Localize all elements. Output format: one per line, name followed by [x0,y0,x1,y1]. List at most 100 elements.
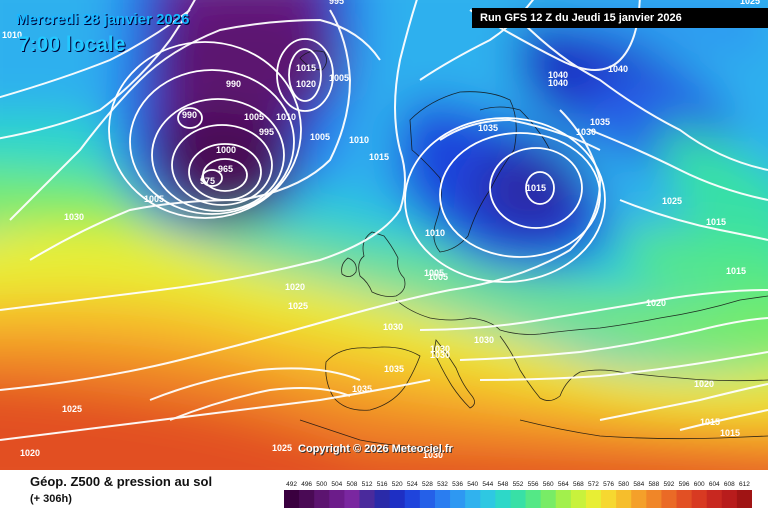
isobar-label: 995 [329,0,344,6]
scale-swatch [736,490,752,508]
scale-swatch [510,490,527,508]
isobar-label: 990 [226,79,241,89]
isobar-label: 1040 [608,64,628,74]
scale-tick-label: 556 [528,481,539,488]
isobar-label: 990 [182,110,197,120]
scale-swatch [646,490,662,508]
scale-tick-label: 516 [377,481,388,488]
scale-swatch [706,490,723,508]
scale-tick-label: 572 [588,481,599,488]
scale-tick-label: 612 [739,481,750,488]
scale-swatch [329,490,345,508]
isobar-label: 1030 [64,212,84,222]
isobar-label: 1020 [20,448,40,458]
scale-tick-label: 588 [648,481,659,488]
scale-tick-label: 564 [558,481,569,488]
valid-date-label: Mercredi 28 janvier 2026 [16,11,190,28]
scale-swatch [359,490,376,508]
geopotential-field [0,0,768,470]
low-pressure-center [108,38,606,283]
scale-tick-label: 580 [618,481,629,488]
isobar-label: 1035 [384,364,404,374]
scale-tick-label: 508 [347,481,358,488]
scale-swatch [601,490,617,508]
geopotential-color-scale: 492 496 500 504 508 512 516 520 524 528 532 536 540 5… [284,481,752,508]
legend-title: Géop. Z500 & pression au sol [30,474,213,489]
isobar-label: 1015 [369,152,389,162]
scale-tick-label: 608 [724,481,735,488]
scale-tick-label: 584 [633,481,644,488]
scale-tick-label: 512 [362,481,373,488]
isobar-label: 1025 [740,0,760,6]
scale-tick-label: 600 [694,481,705,488]
scale-tick-label: 532 [437,481,448,488]
isobar-label: 1005 [329,73,349,83]
low-center-label: 975 [200,176,215,186]
isobar-label: 1000 [216,145,236,155]
isobar-labels: 1010 1005 995 990 1015 1020 1005 1010 10… [2,0,760,460]
isobar-label: 1020 [694,379,714,389]
scale-swatch [631,490,647,508]
scale-swatch [299,490,315,508]
scale-tick-label: 552 [513,481,524,488]
scale-tick-label: 500 [316,481,327,488]
scale-tick-label: 520 [392,481,403,488]
isobar-label: 1015 [296,63,316,73]
isobar-label: 1015 [726,266,746,276]
scale-tick-label: 504 [331,481,342,488]
isobar-label: 1010 [425,228,445,238]
isobar-label: 1040 [548,70,568,80]
scale-tick-label: 496 [301,481,312,488]
scale-swatch [570,490,587,508]
scale-swatch [344,490,360,508]
scale-swatch [661,490,678,508]
isobar-label: 1030 [576,127,596,137]
scale-swatch [480,490,496,508]
isobar-label: 1005 [310,132,330,142]
isobar-label: 1030 [383,322,403,332]
scale-swatch [450,490,466,508]
scale-swatch [314,490,330,508]
isobar-label: 1005 [144,194,164,204]
scale-swatch [284,490,300,508]
isobar-label: 1005 [424,268,444,278]
scale-swatch [389,490,406,508]
scale-swatch [540,490,557,508]
isobar-label: 1030 [474,335,494,345]
isobar-label: 1025 [288,301,308,311]
isobar-label: 1020 [646,298,666,308]
isobar-label: 1020 [285,282,305,292]
scale-swatch [676,490,693,508]
isobar-label: 1010 [349,135,369,145]
landmasses [299,50,768,447]
scale-tick-label: 540 [467,481,478,488]
scale-tick-label: 592 [664,481,675,488]
isobar-label: 1030 [423,450,443,460]
scale-swatch [434,490,451,508]
isobar-label: 1035 [478,123,498,133]
isobar-label: 1010 [2,30,22,40]
scale-swatch [374,490,391,508]
isobar-label: 1015 [700,417,720,427]
scale-swatch [585,490,602,508]
isobar-label: 1025 [662,196,682,206]
isobar-label: 1035 [590,117,610,127]
isobar-label: 1040 [548,78,568,88]
scale-tick-label: 596 [679,481,690,488]
scale-swatch [525,490,542,508]
low-center-label: 1015 [526,183,546,193]
scale-swatch [465,490,481,508]
scale-tick-label: 536 [452,481,463,488]
scale-tick-label: 524 [407,481,418,488]
isobar-label: 1020 [296,79,316,89]
isobar-lines [0,0,768,440]
scale-swatch [616,490,632,508]
isobar-label: 1025 [62,404,82,414]
scale-tick-label: 576 [603,481,614,488]
scale-tick-label: 544 [482,481,493,488]
model-run-banner: Run GFS 12 Z du Jeudi 15 janvier 2026 [472,8,768,28]
isobar-label: 1015 [706,217,726,227]
isobar-label: 1005 [428,272,448,282]
isobar-label: 1025 [272,443,292,453]
isobar-label: 1015 [720,428,740,438]
